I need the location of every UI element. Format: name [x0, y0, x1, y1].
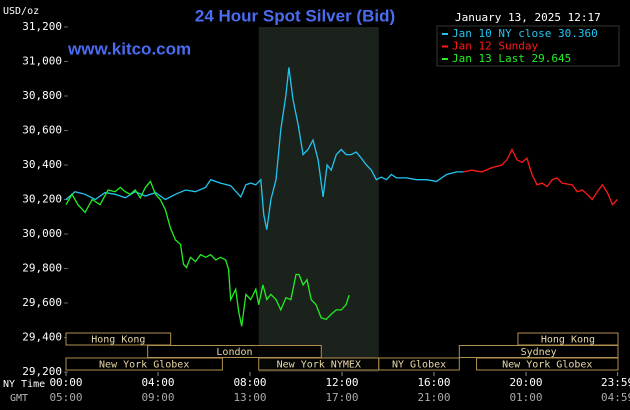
gmt-tick-label: 21:00	[417, 391, 450, 404]
y-tick-label: 29,200	[22, 365, 62, 378]
series-line	[65, 180, 350, 327]
session-label: Sydney	[521, 347, 557, 358]
shaded-region	[258, 27, 379, 372]
session-label: New York Globex	[99, 360, 189, 371]
session-bar	[65, 332, 172, 346]
y-tick-label: 30,800	[22, 89, 62, 102]
y-unit: USD/oz	[3, 6, 39, 17]
y-tick-label: 31,000	[22, 55, 62, 68]
session-label: Hong Kong	[541, 335, 595, 346]
x-tick-label: 08:00	[233, 376, 266, 389]
timestamp: January 13, 2025 12:17	[455, 11, 601, 24]
gmt-tick-label: 01:00	[509, 391, 542, 404]
watermark: www.kitco.com	[67, 39, 191, 58]
gmt-tick-label: 17:00	[325, 391, 358, 404]
y-tick-label: 29,600	[22, 296, 62, 309]
y-tick-label: 30,000	[22, 227, 62, 240]
y-tick-label: 30,400	[22, 158, 62, 171]
y-tick-label: 30,600	[22, 124, 62, 137]
gmt-tick-label: 13:00	[233, 391, 266, 404]
legend-label: Jan 12 Sunday	[452, 40, 538, 53]
legend-label: Jan 10 NY close 30.360	[452, 27, 598, 40]
x-tick-label: 23:59	[601, 376, 630, 389]
legend-box	[436, 25, 620, 67]
x-tick-label: 12:00	[325, 376, 358, 389]
legend-label: Jan 13 Last 29.645	[452, 52, 571, 65]
x-tick-label: 16:00	[417, 376, 450, 389]
chart-title: 24 Hour Spot Silver (Bid)	[195, 6, 395, 25]
session-bar	[147, 345, 322, 358]
y-tick-label: 29,400	[22, 331, 62, 344]
session-bar	[476, 357, 619, 371]
session-label: NY Globex	[392, 360, 446, 371]
session-label: Hong Kong	[91, 335, 145, 346]
series-line	[65, 67, 464, 230]
x-tick-label: 20:00	[509, 376, 542, 389]
session-label: London	[216, 347, 252, 358]
x-row-label: GMT	[10, 393, 28, 404]
series-line	[463, 148, 618, 206]
session-bar	[378, 357, 460, 371]
session-label: New York Globex	[502, 360, 592, 371]
x-tick-label: 04:00	[141, 376, 174, 389]
session-label: New York NYMEX	[277, 360, 361, 371]
y-tick-label: 29,800	[22, 262, 62, 275]
x-tick-label: 00:00	[49, 376, 82, 389]
gmt-tick-label: 04:59	[601, 391, 630, 404]
y-tick-label: 30,200	[22, 193, 62, 206]
y-tick-label: 31,200	[22, 20, 62, 33]
x-row-label: NY Time	[3, 379, 45, 390]
gmt-tick-label: 05:00	[49, 391, 82, 404]
session-bar	[65, 357, 223, 371]
gmt-tick-label: 09:00	[141, 391, 174, 404]
